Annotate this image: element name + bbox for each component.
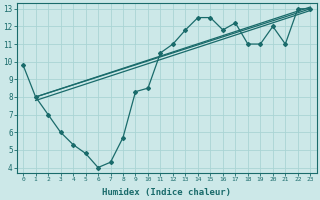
X-axis label: Humidex (Indice chaleur): Humidex (Indice chaleur) — [102, 188, 231, 197]
